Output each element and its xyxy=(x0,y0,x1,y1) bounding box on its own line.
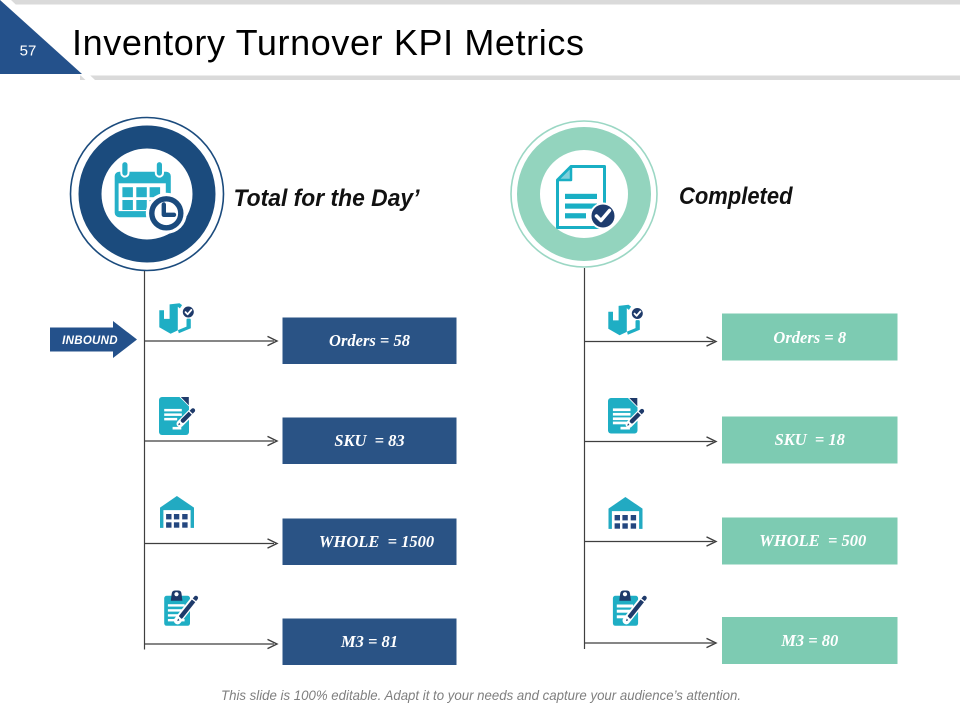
svg-text:WHOLE = 1500: WHOLE = 1500 xyxy=(319,532,434,551)
svg-text:WHOLE = 500: WHOLE = 500 xyxy=(759,531,866,550)
svg-text:INBOUND: INBOUND xyxy=(62,335,118,347)
svg-text:Inventory Turnover KPI Metrics: Inventory Turnover KPI Metrics xyxy=(72,22,584,63)
svg-text:This slide is 100% editable. A: This slide is 100% editable. Adapt it to… xyxy=(221,687,741,703)
svg-text:M3 = 81: M3 = 81 xyxy=(340,632,398,651)
svg-text:SKU = 83: SKU = 83 xyxy=(334,431,404,450)
svg-text:M3 = 80: M3 = 80 xyxy=(780,631,838,650)
svg-text:Orders = 8: Orders = 8 xyxy=(773,328,846,347)
svg-text:Orders = 58: Orders = 58 xyxy=(329,331,410,350)
svg-text:57: 57 xyxy=(20,43,37,60)
svg-text:Total for the Day’: Total for the Day’ xyxy=(234,185,420,212)
svg-text:Completed: Completed xyxy=(679,183,793,210)
svg-text:SKU = 18: SKU = 18 xyxy=(775,430,845,449)
